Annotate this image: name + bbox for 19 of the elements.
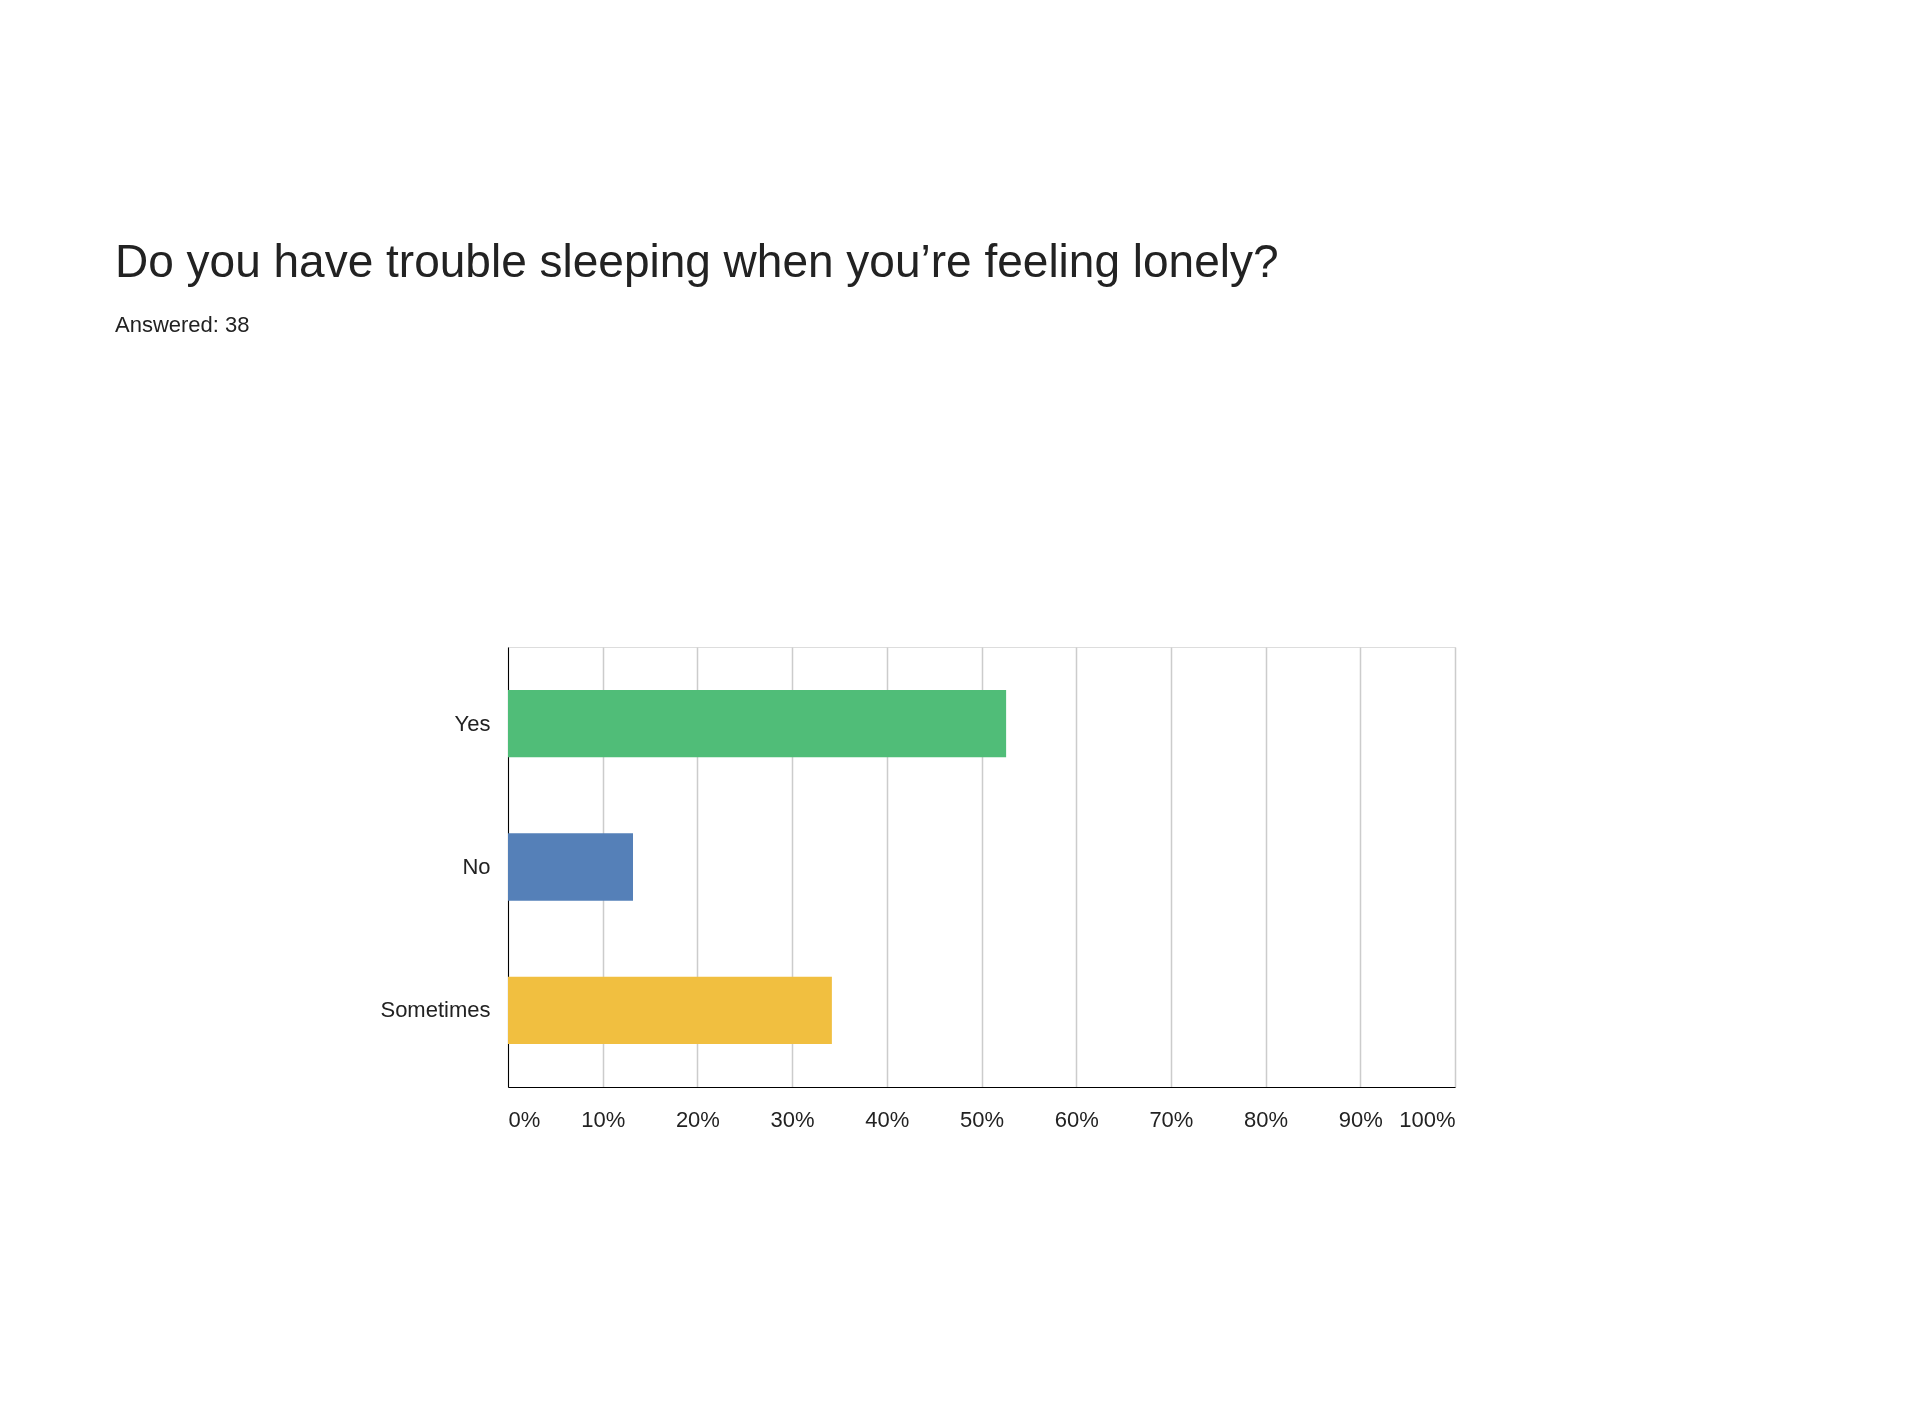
- bar: [508, 690, 1007, 758]
- x-tick-label: 70%: [1149, 1106, 1194, 1132]
- x-tick-label: 0%: [508, 1106, 541, 1132]
- bar: [508, 976, 832, 1044]
- x-tick-label: 20%: [675, 1106, 720, 1132]
- bar: [508, 833, 633, 901]
- x-tick-label: 40%: [865, 1106, 910, 1132]
- text: Answered: 38: [115, 312, 250, 337]
- y-tick-label: Yes: [454, 710, 491, 736]
- y-tick-label: No: [462, 854, 491, 879]
- y-tick-label: Sometimes: [380, 997, 491, 1023]
- x-tick-label: 100%: [1399, 1106, 1456, 1132]
- x-tick-label: 60%: [1054, 1106, 1099, 1132]
- x-tick-label: 50%: [959, 1106, 1005, 1132]
- chart-title: Do you have trouble sleeping when you’re feeling lonely?: [115, 235, 1279, 287]
- x-tick-label: 80%: [1244, 1106, 1289, 1132]
- x-tick-label: 10%: [581, 1106, 626, 1132]
- x-tick-label: 30%: [770, 1106, 815, 1132]
- x-tick-label: 90%: [1338, 1106, 1383, 1132]
